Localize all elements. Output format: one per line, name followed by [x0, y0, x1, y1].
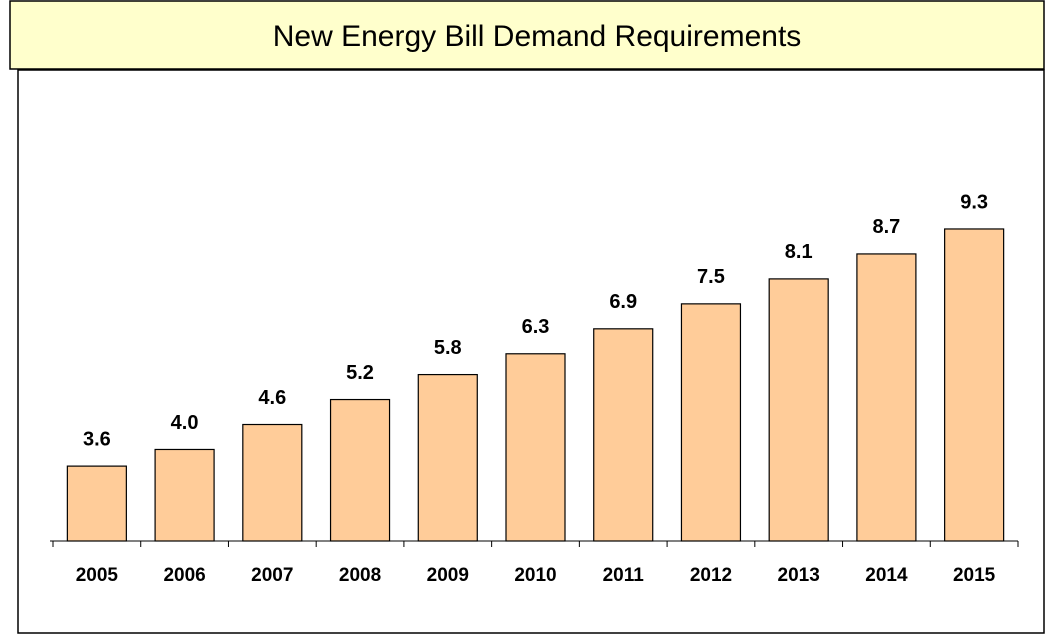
title-box — [9, 0, 1045, 70]
bar — [856, 253, 917, 542]
bar — [154, 448, 215, 542]
data-label: 8.1 — [785, 241, 813, 263]
chart-title: New Energy Bill Demand Requirements — [273, 20, 802, 53]
bar — [417, 373, 478, 542]
data-label: 5.8 — [434, 337, 462, 359]
bar — [66, 465, 127, 542]
bar — [768, 278, 829, 542]
data-label: 3.6 — [83, 428, 111, 450]
bar — [593, 328, 654, 542]
x-tick-label: 2005 — [76, 565, 119, 586]
bar — [329, 398, 391, 542]
data-label: 4.0 — [171, 412, 199, 434]
data-label: 6.3 — [522, 316, 550, 338]
data-label: 8.7 — [873, 216, 901, 238]
data-label: 9.3 — [960, 191, 988, 213]
bar — [242, 423, 303, 542]
data-label: 6.9 — [609, 291, 637, 313]
x-tick-label: 2012 — [690, 565, 732, 586]
x-tick-label: 2011 — [603, 565, 645, 586]
x-tick-label: 2013 — [778, 565, 820, 586]
data-label: 7.5 — [697, 266, 725, 288]
bar — [944, 228, 1005, 542]
x-tick-label: 2006 — [163, 565, 205, 586]
bar — [680, 303, 742, 542]
x-tick-label: 2014 — [865, 565, 908, 586]
x-tick-label: 2007 — [251, 565, 293, 586]
bar — [505, 353, 566, 542]
x-tick-label: 2008 — [339, 565, 381, 586]
x-tick-label: 2015 — [953, 565, 996, 586]
data-label: 4.6 — [258, 387, 286, 409]
x-tick-label: 2010 — [514, 565, 556, 586]
x-tick-label: 2009 — [427, 565, 469, 586]
data-label: 5.2 — [346, 362, 374, 384]
